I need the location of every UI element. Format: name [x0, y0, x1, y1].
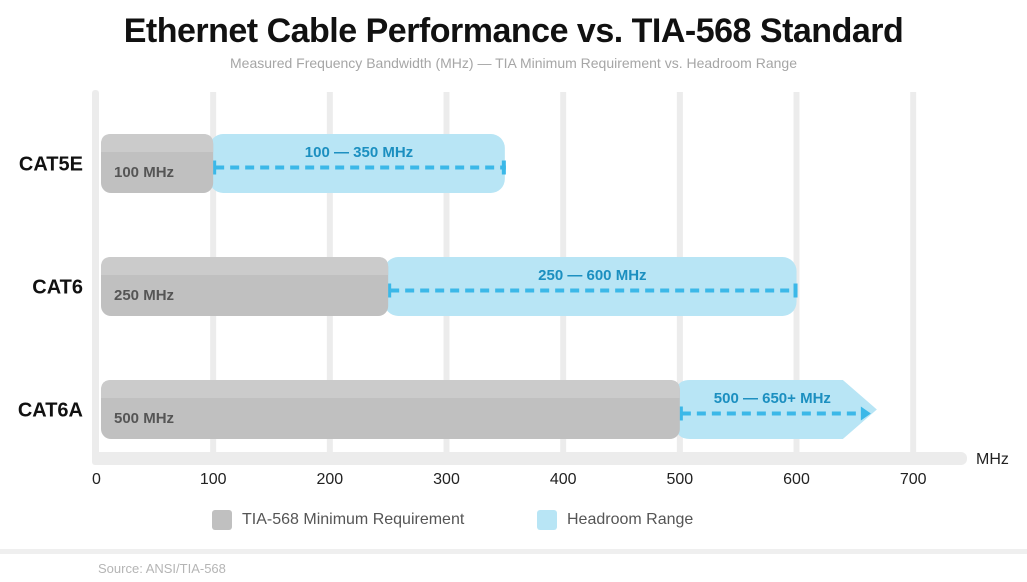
category-label: CAT5E [19, 154, 83, 176]
headroom-label: 250 — 600 MHz [538, 267, 646, 284]
headroom-bar [384, 257, 797, 316]
chart-subtitle: Measured Frequency Bandwidth (MHz) — TIA… [230, 55, 797, 71]
x-axis-label: MHz [976, 451, 1009, 468]
legend-label: Headroom Range [567, 511, 694, 528]
minimum-bar-highlight [101, 380, 680, 398]
x-axis-line [92, 452, 967, 465]
range-start-cap [678, 406, 683, 421]
headroom-bar [675, 380, 877, 439]
headroom-label: 100 — 350 MHz [305, 144, 413, 161]
headroom-bar [209, 134, 505, 193]
minimum-label: 100 MHz [114, 164, 174, 181]
x-tick-label: 300 [433, 471, 460, 488]
legend-item-headroom: Headroom Range [537, 510, 693, 530]
chart: 0 100 200 300 400 500 600 700 MHz CAT5E 100 — 350 … [18, 90, 1009, 488]
minimum-bar-highlight [101, 257, 389, 275]
minimum-label: 250 MHz [114, 287, 174, 304]
x-tick-label: 400 [550, 471, 577, 488]
category-label: CAT6A [18, 400, 83, 422]
category-label: CAT6 [32, 277, 83, 299]
range-arrow-head [860, 406, 871, 421]
legend-item-minimum: TIA-568 Minimum Requirement [212, 510, 464, 530]
x-tick-label: 600 [783, 471, 810, 488]
minimum-label: 500 MHz [114, 410, 174, 427]
y-axis-line [92, 90, 99, 465]
range-start-cap [212, 160, 217, 175]
range-end-cap [501, 160, 506, 175]
source-note: Source: ANSI/TIA-568 [98, 561, 226, 576]
legend-swatch-minimum [212, 510, 232, 530]
x-tick-label: 700 [900, 471, 927, 488]
x-tick-label: 100 [200, 471, 227, 488]
headroom-label: 500 — 650+ MHz [714, 390, 831, 407]
range-start-cap [387, 283, 392, 298]
footer-divider [0, 549, 1027, 554]
x-tick-label: 200 [316, 471, 343, 488]
x-tick-label: 500 [666, 471, 693, 488]
range-end-cap [793, 283, 798, 298]
legend-swatch-headroom [537, 510, 557, 530]
chart-title: Ethernet Cable Performance vs. TIA-568 S… [123, 12, 904, 50]
legend-label: TIA-568 Minimum Requirement [242, 511, 465, 528]
gridline [910, 92, 917, 458]
x-tick-label: 0 [92, 471, 101, 488]
minimum-bar-highlight [101, 134, 214, 152]
